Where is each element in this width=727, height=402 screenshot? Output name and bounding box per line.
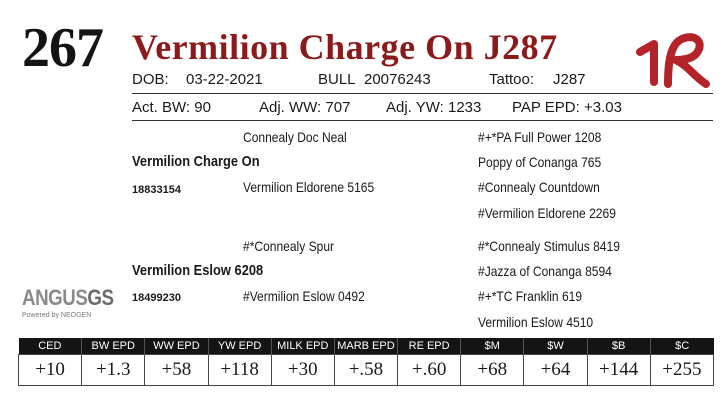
dob-label: DOB: bbox=[132, 71, 169, 88]
registration-number: 20076243 bbox=[364, 71, 431, 88]
yearling-weight-label: Adj. YW: bbox=[386, 99, 444, 116]
logo-suffix: GS bbox=[87, 285, 114, 310]
sire-dam-dam: #Vermilion Eldorene 2269 bbox=[478, 205, 616, 221]
epd-header-b: $B bbox=[586, 338, 651, 355]
dam-sire: #*Connealy Spur bbox=[243, 238, 335, 254]
epd-values-row: +10 +1.3 +58 +118 +30 +.58 +.60 +68 +64 … bbox=[17, 354, 715, 386]
epd-value-c: +255 bbox=[649, 354, 715, 386]
epd-value-ced: +10 bbox=[17, 354, 83, 386]
sire-dam: Vermilion Eldorene 5165 bbox=[243, 179, 375, 195]
yearling-weight-value: 1233 bbox=[447, 99, 482, 116]
birth-weight-label: Act. BW: bbox=[132, 99, 191, 116]
sex-value: BULL bbox=[318, 71, 356, 88]
dam-dam: #Vermilion Eslow 0492 bbox=[243, 288, 365, 304]
yearling-weight: Adj. YW: 1233 bbox=[386, 99, 481, 117]
epd-header-ced: CED bbox=[18, 338, 82, 355]
birth-weight-value: 90 bbox=[194, 99, 211, 116]
sire-sire: Connealy Doc Neal bbox=[243, 129, 347, 145]
epd-header-c: $C bbox=[649, 338, 714, 355]
epd-header-re: RE EPD bbox=[397, 338, 461, 355]
epd-value-ww: +58 bbox=[144, 354, 209, 386]
dam-sire-sire: #*Connealy Stimulus 8419 bbox=[478, 238, 620, 254]
sire-dam-sire: #Connealy Countdown bbox=[478, 179, 600, 195]
dam-dam-sire: #+*TC Franklin 619 bbox=[478, 288, 583, 304]
weaning-weight-label: Adj. WW: bbox=[259, 99, 322, 116]
epd-header-m: $M bbox=[460, 338, 524, 355]
epd-table: CED BW EPD WW EPD YW EPD MILK EPD MARB E… bbox=[17, 338, 715, 386]
dam-sire-dam: #Jazza of Conanga 8594 bbox=[478, 263, 612, 279]
dob-value: 03-22-2021 bbox=[186, 71, 263, 88]
birth-weight: Act. BW: 90 bbox=[132, 99, 211, 117]
dam-name: Vermilion Eslow 6208 bbox=[132, 262, 264, 279]
sire-sire-sire: #+*PA Full Power 1208 bbox=[478, 129, 602, 145]
pap-epd-value: +3.03 bbox=[583, 99, 622, 116]
performance-rule bbox=[132, 120, 713, 121]
pap-epd: PAP EPD: +3.03 bbox=[512, 99, 622, 117]
epd-header-marb: MARB EPD bbox=[333, 338, 398, 355]
angus-gs-logo: ANGUSGS Powered by NEOGEN bbox=[22, 286, 122, 334]
epd-header-bw: BW EPD bbox=[81, 338, 145, 355]
sire-name: Vermilion Charge On bbox=[132, 153, 260, 170]
epd-value-yw: +118 bbox=[207, 354, 272, 386]
dam-registration: 18499230 bbox=[132, 292, 181, 304]
lot-number: 267 bbox=[22, 17, 104, 79]
brand-mark bbox=[636, 33, 710, 88]
weaning-weight: Adj. WW: 707 bbox=[259, 99, 350, 117]
sire-registration: 18833154 bbox=[132, 184, 181, 196]
animal-name: Vermilion Charge On J287 bbox=[132, 27, 558, 67]
epd-value-milk: +30 bbox=[270, 354, 335, 386]
sire-sire-dam: Poppy of Conanga 765 bbox=[478, 154, 602, 170]
epd-header-milk: MILK EPD bbox=[270, 338, 335, 355]
epd-value-bw: +1.3 bbox=[81, 354, 146, 386]
weaning-weight-value: 707 bbox=[325, 99, 351, 116]
tattoo-value: J287 bbox=[553, 71, 586, 88]
info-rule bbox=[132, 93, 713, 94]
epd-header-w: $W bbox=[523, 338, 588, 355]
epd-value-re: +.60 bbox=[397, 354, 462, 386]
epd-header-yw: YW EPD bbox=[207, 338, 272, 355]
epd-value-w: +64 bbox=[523, 354, 588, 386]
tattoo-label: Tattoo: bbox=[489, 71, 535, 88]
pap-epd-label: PAP EPD: bbox=[512, 99, 580, 116]
epd-value-b: +144 bbox=[586, 354, 651, 386]
epd-value-m: +68 bbox=[460, 354, 525, 386]
logo-powered-by: Powered by NEOGEN bbox=[22, 312, 92, 319]
dam-dam-dam: Vermilion Eslow 4510 bbox=[478, 314, 594, 330]
epd-value-marb: +.58 bbox=[333, 354, 399, 386]
epd-header-ww: WW EPD bbox=[144, 338, 209, 355]
logo-main: ANGUS bbox=[22, 285, 88, 310]
